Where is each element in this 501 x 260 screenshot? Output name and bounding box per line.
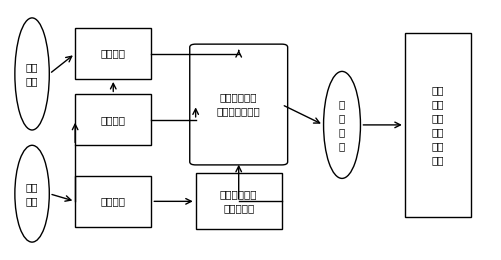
Ellipse shape (323, 72, 360, 178)
Ellipse shape (15, 18, 49, 130)
FancyBboxPatch shape (189, 44, 287, 165)
FancyBboxPatch shape (75, 176, 151, 227)
Text: 气象栅格: 气象栅格 (101, 49, 126, 58)
Text: 经气
象补
偿的
弹道
解算
结果: 经气 象补 偿的 弹道 解算 结果 (431, 85, 443, 165)
Text: 弹道模型: 弹道模型 (101, 196, 126, 206)
Ellipse shape (15, 145, 49, 242)
Text: 气象
信息: 气象 信息 (26, 62, 38, 86)
Text: 环境信息: 环境信息 (101, 115, 126, 125)
Text: 耦合气象栅格
的弹道模型: 耦合气象栅格 的弹道模型 (219, 189, 257, 213)
FancyBboxPatch shape (195, 173, 281, 229)
FancyBboxPatch shape (75, 94, 151, 145)
FancyBboxPatch shape (75, 28, 151, 79)
Text: 其他
信息: 其他 信息 (26, 182, 38, 206)
Text: 气象栅格尺度
变换与内部处理: 气象栅格尺度 变换与内部处理 (216, 93, 260, 116)
Text: 弹
道
积
分: 弹 道 积 分 (338, 99, 345, 151)
FancyBboxPatch shape (404, 33, 470, 217)
